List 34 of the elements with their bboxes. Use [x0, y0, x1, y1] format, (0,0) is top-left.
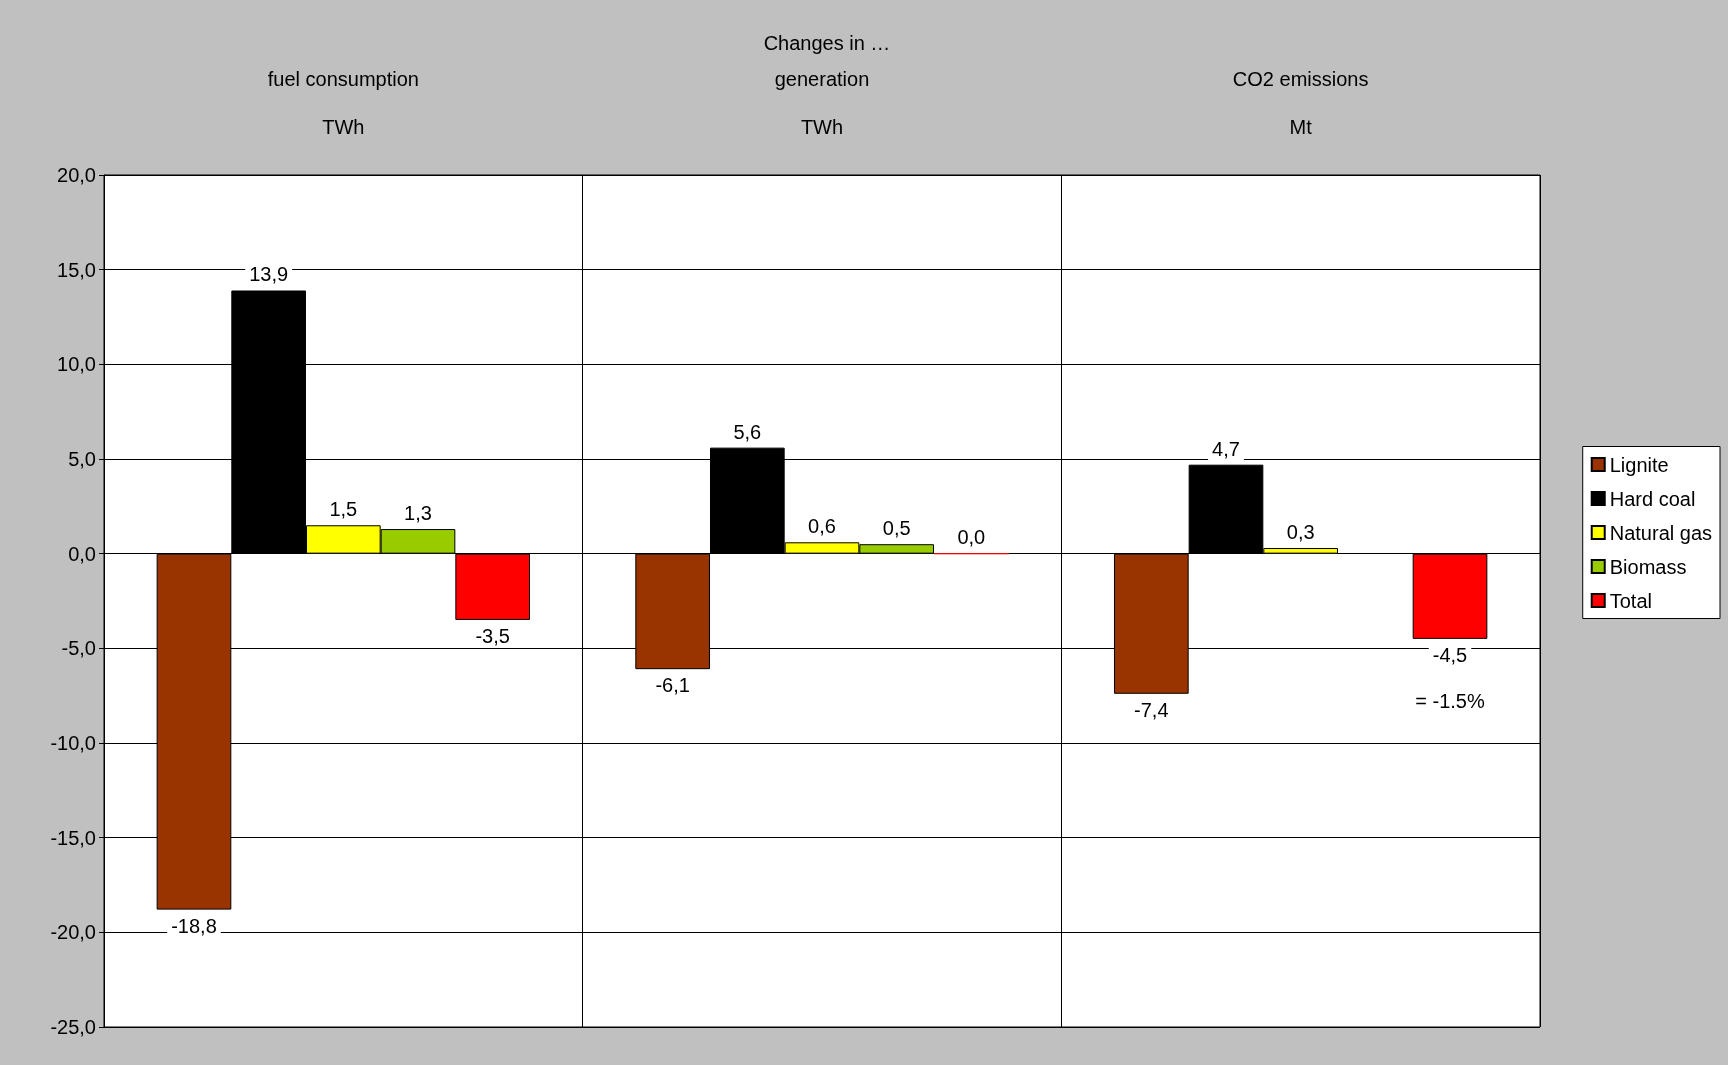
data-label: -7,4 — [1134, 698, 1169, 721]
data-label: 0,5 — [882, 517, 911, 540]
data-label: 5,6 — [733, 420, 762, 443]
y-tick-label: 5,0 — [68, 448, 96, 470]
annotation: = -1.5% — [1415, 689, 1485, 712]
chart-title: Changes in … — [763, 32, 891, 54]
data-label: 0,0 — [957, 526, 986, 549]
legend-label: Hard coal — [1609, 487, 1696, 510]
legend-label: Lignite — [1609, 453, 1669, 476]
data-label: 1,3 — [404, 502, 432, 525]
data-label: 1,5 — [329, 498, 358, 521]
data-label: 0,6 — [808, 515, 836, 538]
y-tick-label: 15,0 — [57, 258, 96, 281]
category-label: fuel consumption TWh — [267, 68, 419, 138]
data-label: -3,5 — [475, 624, 510, 647]
data-label: -4,5 — [1432, 643, 1468, 666]
y-tick-label: 20,0 — [57, 164, 96, 186]
data-label: 0,3 — [1286, 520, 1315, 543]
y-tick-label: -5,0 — [61, 637, 96, 660]
y-tick-label: 10,0 — [57, 353, 96, 376]
y-tick-label: -20,0 — [50, 921, 96, 944]
y-tick-label: 0,0 — [68, 542, 96, 565]
data-label: 13,9 — [249, 263, 289, 286]
category-label: generation TWh — [774, 68, 870, 138]
data-label: 4,7 — [1212, 437, 1240, 460]
y-tick-label: -15,0 — [50, 826, 96, 849]
legend-label: Biomass — [1609, 555, 1687, 578]
data-label: -6,1 — [655, 674, 690, 697]
category-label: CO2 emissions Mt — [1232, 68, 1369, 138]
legend-label: Total — [1609, 589, 1652, 612]
y-tick-label: -25,0 — [50, 1016, 96, 1038]
data-label: -18,8 — [171, 914, 217, 937]
legend-label: Natural gas — [1609, 521, 1713, 544]
y-tick-label: -10,0 — [50, 732, 96, 754]
